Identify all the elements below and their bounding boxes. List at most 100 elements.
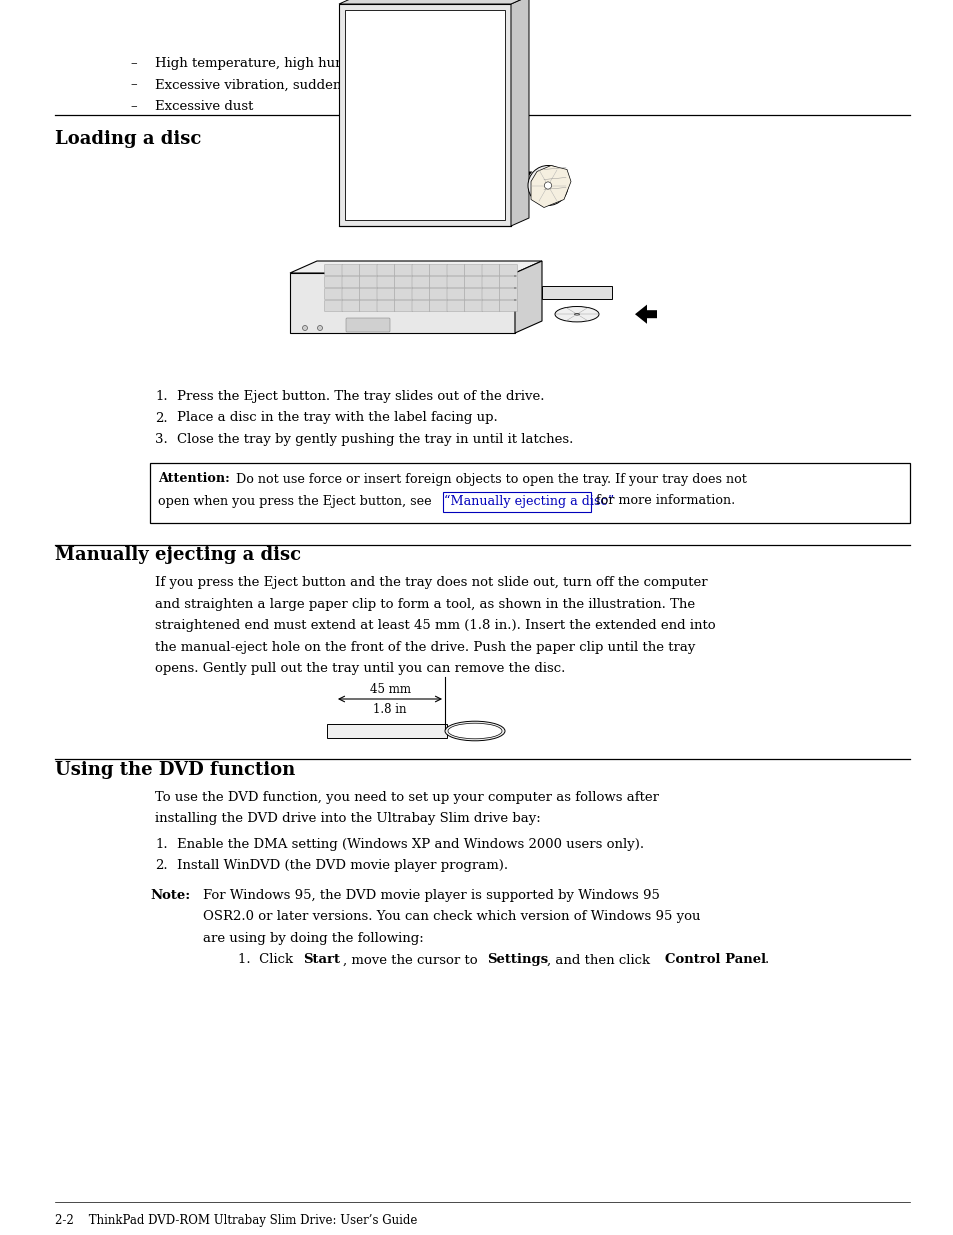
FancyBboxPatch shape: [481, 300, 499, 311]
Text: OSR2.0 or later versions. You can check which version of Windows 95 you: OSR2.0 or later versions. You can check …: [203, 910, 700, 924]
Text: Settings: Settings: [486, 953, 548, 967]
Polygon shape: [290, 273, 515, 333]
Text: , move the cursor to: , move the cursor to: [343, 953, 481, 967]
Text: –: –: [130, 100, 136, 112]
Polygon shape: [635, 305, 657, 324]
Text: High temperature, high humidity, or direct sunlight: High temperature, high humidity, or dire…: [154, 57, 499, 70]
FancyBboxPatch shape: [447, 289, 464, 300]
FancyBboxPatch shape: [395, 300, 412, 311]
FancyBboxPatch shape: [464, 289, 482, 300]
Polygon shape: [338, 0, 529, 4]
FancyBboxPatch shape: [499, 277, 517, 288]
Text: are using by doing the following:: are using by doing the following:: [203, 932, 423, 945]
Bar: [327, 724, 447, 739]
Polygon shape: [541, 285, 612, 299]
FancyBboxPatch shape: [429, 289, 447, 300]
Text: for more information.: for more information.: [591, 494, 734, 508]
FancyBboxPatch shape: [359, 300, 377, 311]
Text: 45 mm: 45 mm: [369, 683, 410, 697]
Polygon shape: [531, 165, 571, 207]
FancyBboxPatch shape: [464, 264, 482, 275]
Text: 3.: 3.: [154, 433, 168, 446]
FancyBboxPatch shape: [429, 277, 447, 288]
FancyBboxPatch shape: [341, 289, 359, 300]
Text: –: –: [130, 79, 136, 91]
FancyBboxPatch shape: [412, 289, 430, 300]
Text: , and then click: , and then click: [546, 953, 654, 967]
FancyBboxPatch shape: [324, 277, 342, 288]
Text: Using the DVD function: Using the DVD function: [55, 761, 294, 779]
Text: Start: Start: [303, 953, 339, 967]
FancyBboxPatch shape: [395, 277, 412, 288]
FancyBboxPatch shape: [341, 277, 359, 288]
FancyBboxPatch shape: [395, 264, 412, 275]
Text: Manually ejecting a disc: Manually ejecting a disc: [55, 547, 301, 564]
FancyBboxPatch shape: [324, 300, 342, 311]
Text: Do not use force or insert foreign objects to open the tray. If your tray does n: Do not use force or insert foreign objec…: [232, 473, 746, 485]
FancyBboxPatch shape: [447, 277, 464, 288]
Text: 1.8 in: 1.8 in: [373, 703, 406, 716]
Text: straightened end must extend at least 45 mm (1.8 in.). Insert the extended end i: straightened end must extend at least 45…: [154, 620, 715, 632]
Text: and straighten a large paper clip to form a tool, as shown in the illustration. : and straighten a large paper clip to for…: [154, 598, 695, 611]
FancyBboxPatch shape: [376, 277, 395, 288]
Circle shape: [317, 326, 322, 331]
FancyBboxPatch shape: [359, 264, 377, 275]
Text: To use the DVD function, you need to set up your computer as follows after: To use the DVD function, you need to set…: [154, 790, 659, 804]
Text: Press the Eject button. The tray slides out of the drive.: Press the Eject button. The tray slides …: [177, 390, 544, 403]
Text: 1.  Click: 1. Click: [237, 953, 297, 967]
Bar: [442, 492, 590, 511]
FancyBboxPatch shape: [346, 317, 390, 332]
Text: open when you press the Eject button, see: open when you press the Eject button, se…: [158, 494, 436, 508]
Text: Close the tray by gently pushing the tray in until it latches.: Close the tray by gently pushing the tra…: [177, 433, 573, 446]
FancyBboxPatch shape: [412, 264, 430, 275]
Polygon shape: [290, 261, 541, 273]
Text: Attention:: Attention:: [158, 473, 230, 485]
Text: .: .: [764, 953, 768, 967]
Text: opens. Gently pull out the tray until you can remove the disc.: opens. Gently pull out the tray until yo…: [154, 662, 565, 676]
Polygon shape: [345, 10, 504, 220]
Circle shape: [302, 326, 307, 331]
Text: Control Panel: Control Panel: [664, 953, 765, 967]
Ellipse shape: [574, 314, 578, 315]
FancyBboxPatch shape: [376, 300, 395, 311]
FancyBboxPatch shape: [359, 277, 377, 288]
Ellipse shape: [448, 724, 501, 739]
FancyBboxPatch shape: [395, 289, 412, 300]
FancyBboxPatch shape: [499, 300, 517, 311]
Ellipse shape: [555, 306, 598, 322]
Text: installing the DVD drive into the Ultrabay Slim drive bay:: installing the DVD drive into the Ultrab…: [154, 813, 540, 825]
Text: 1.: 1.: [154, 390, 168, 403]
FancyBboxPatch shape: [412, 300, 430, 311]
Bar: [150, 462, 909, 522]
Text: Place a disc in the tray with the label facing up.: Place a disc in the tray with the label …: [177, 411, 497, 425]
Polygon shape: [511, 147, 532, 184]
FancyBboxPatch shape: [376, 264, 395, 275]
FancyBboxPatch shape: [499, 264, 517, 275]
FancyBboxPatch shape: [481, 277, 499, 288]
Circle shape: [544, 182, 551, 189]
FancyBboxPatch shape: [499, 289, 517, 300]
Polygon shape: [338, 4, 511, 226]
Text: If you press the Eject button and the tray does not slide out, turn off the comp: If you press the Eject button and the tr…: [154, 577, 707, 589]
Text: Excessive dust: Excessive dust: [154, 100, 253, 112]
Text: 2.: 2.: [154, 860, 168, 872]
Polygon shape: [515, 261, 541, 333]
Circle shape: [527, 165, 567, 205]
FancyBboxPatch shape: [376, 289, 395, 300]
FancyBboxPatch shape: [481, 289, 499, 300]
Text: Excessive vibration, sudden shock, or inclined surface: Excessive vibration, sudden shock, or in…: [154, 79, 517, 91]
FancyBboxPatch shape: [447, 300, 464, 311]
FancyBboxPatch shape: [324, 289, 342, 300]
FancyBboxPatch shape: [464, 277, 482, 288]
FancyBboxPatch shape: [447, 264, 464, 275]
Text: “Manually ejecting a disc”: “Manually ejecting a disc”: [443, 494, 613, 508]
FancyBboxPatch shape: [341, 300, 359, 311]
FancyBboxPatch shape: [464, 300, 482, 311]
Text: Enable the DMA setting (Windows XP and Windows 2000 users only).: Enable the DMA setting (Windows XP and W…: [177, 839, 643, 851]
Text: the manual-eject hole on the front of the drive. Push the paper clip until the t: the manual-eject hole on the front of th…: [154, 641, 695, 655]
FancyBboxPatch shape: [481, 264, 499, 275]
Text: Install WinDVD (the DVD movie player program).: Install WinDVD (the DVD movie player pro…: [177, 860, 508, 872]
Polygon shape: [511, 0, 529, 226]
Ellipse shape: [444, 721, 504, 741]
FancyBboxPatch shape: [324, 264, 342, 275]
